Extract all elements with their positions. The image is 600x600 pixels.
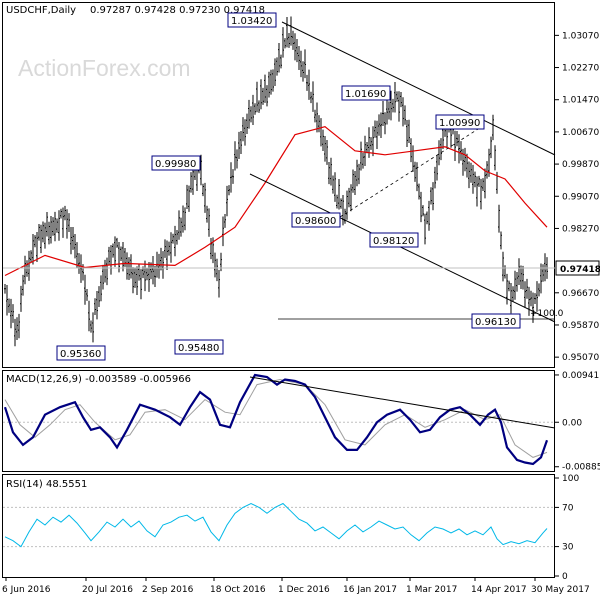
price-tick-label: 0.95870 (562, 321, 599, 331)
price-axis: 1.03070 1.02270 1.01470 1.00670 0.99870 0.990… (555, 31, 599, 363)
rsi-title: RSI(14) 48.5551 (6, 479, 87, 490)
pivot-label-0.96130: 0.96130 (471, 313, 521, 329)
svg-text:0.98120: 0.98120 (373, 236, 414, 247)
header-ohlc: 0.97287 0.97428 0.97230 0.97418 (90, 5, 265, 16)
x-tick-label: 1 Mar 2017 (406, 585, 457, 595)
x-tick-label: 14 Apr 2017 (471, 585, 527, 595)
price-tick-label: 0.99870 (562, 160, 599, 170)
price-tick-label: 0.99070 (562, 192, 599, 202)
macd-trendline (249, 376, 556, 429)
rsi-tick-label: 30 (562, 543, 574, 553)
price-tick-label: 0.95070 (562, 353, 599, 363)
x-tick-label: 30 May 2017 (531, 585, 590, 595)
pivot-label-0.95480: 0.95480 (174, 339, 224, 355)
rsi-line (4, 502, 548, 548)
rsi-levels (3, 506, 555, 548)
x-tick-label: 1 Dec 2016 (278, 585, 330, 595)
svg-text:0.95480: 0.95480 (178, 343, 219, 354)
rsi-axis: 100 70 30 0 (555, 474, 579, 582)
lower-trendline (249, 173, 556, 323)
price-tick-label: 1.03070 (562, 31, 599, 41)
svg-text:0.98600: 0.98600 (295, 216, 336, 227)
svg-text:0.95360: 0.95360 (60, 349, 101, 360)
rsi-tick-label: 100 (562, 474, 579, 484)
moving-average-line (4, 126, 548, 277)
watermark: ActionForex.com (18, 55, 191, 81)
rsi-tick-label: 0 (562, 572, 568, 582)
upper-trendline (281, 21, 556, 156)
macd-title: MACD(12,26,9) -0.003589 -0.005966 (6, 374, 191, 385)
svg-text:1.03420: 1.03420 (231, 16, 272, 27)
pivot-label-0.98120: 0.98120 (369, 232, 419, 248)
macd-panel-frame (2, 370, 555, 472)
pivot-label-0.99980: 0.99980 (151, 155, 201, 171)
price-tick-label: 0.96670 (562, 289, 599, 299)
pivot-label-1.01690: 1.01690 (341, 85, 391, 101)
x-axis: 6 Jun 2016 20 Jul 2016 2 Sep 2016 18 Oct 20… (2, 577, 590, 595)
header-symbol: USDCHF,Daily (6, 5, 76, 16)
price-panel-frame (2, 2, 555, 368)
last-price-box (555, 260, 600, 276)
price-tick-label: 1.00670 (562, 128, 599, 138)
pivot-label-0.95360: 0.95360 (56, 345, 106, 361)
fib-label: +100.0 (530, 309, 564, 319)
price-tick-label: 1.01470 (562, 96, 599, 106)
macd-tick-label: 0.009411 (562, 371, 600, 381)
x-tick-label: 2 Sep 2016 (142, 585, 194, 595)
price-tick-label: 1.02270 (562, 64, 599, 74)
x-tick-label: 18 Oct 2016 (210, 585, 266, 595)
pivot-label-1.00990: 1.00990 (435, 114, 485, 130)
pivot-label-1.03420: 1.03420 (227, 12, 277, 28)
macd-axis: 0.009411 0.00 -0.008852 (555, 371, 600, 473)
dashed-trendline (339, 123, 487, 218)
x-tick-label: 16 Jan 2017 (343, 585, 397, 595)
x-tick-label: 20 Jul 2016 (82, 585, 133, 595)
rsi-panel-frame (2, 474, 555, 578)
svg-text:1.00990: 1.00990 (439, 118, 480, 129)
svg-text:0.99980: 0.99980 (155, 159, 196, 170)
x-tick-label: 6 Jun 2016 (2, 585, 51, 595)
last-price-label: 0.97418 (560, 265, 600, 275)
macd-line (3, 373, 549, 466)
rsi-tick-label: 70 (562, 503, 574, 513)
svg-text:0.96130: 0.96130 (475, 317, 516, 328)
macd-tick-label: 0.00 (562, 418, 582, 428)
macd-tick-label: -0.008852 (562, 463, 600, 473)
svg-text:1.01690: 1.01690 (345, 89, 386, 100)
price-tick-label: 0.98270 (562, 224, 599, 234)
pivot-label-0.98600: 0.98600 (291, 212, 341, 228)
